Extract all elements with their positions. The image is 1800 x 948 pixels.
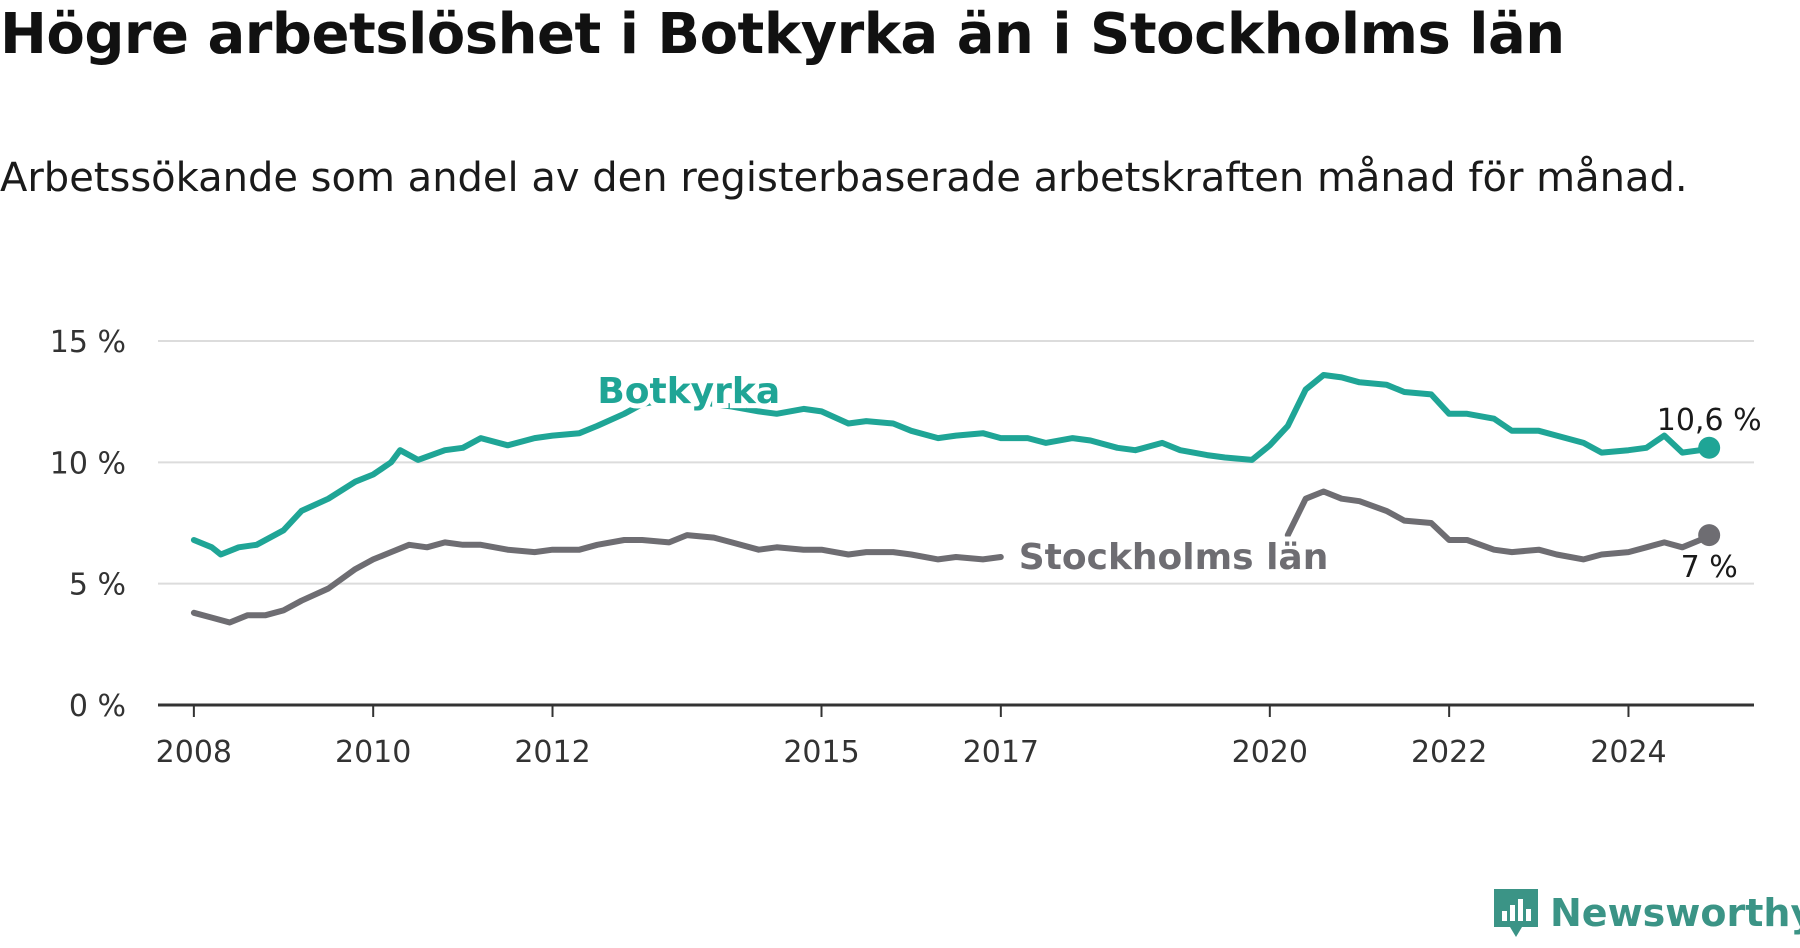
logo-text: Newsworthy: [1550, 891, 1800, 935]
y-tick-label: 0 %: [69, 689, 126, 724]
series-label-stockholms-lan: Stockholms län: [1019, 537, 1329, 578]
end-label-stockholms-lan: 7 %: [1681, 550, 1738, 585]
x-tick-label: 2024: [1590, 735, 1666, 770]
end-label-botkyrka: 10,6 %: [1657, 403, 1762, 438]
series-line-stockholms-ln: [190, 532, 1004, 626]
y-tick-label: 10 %: [50, 446, 126, 481]
y-tick-label: 5 %: [69, 568, 126, 603]
labels: Botkyrka Stockholms län 10,6 % 7 %: [592, 366, 1762, 585]
axes: 0 % 5 % 10 % 15 % 2008 2010 2012 2015 2017 2020 20…: [50, 325, 1754, 770]
line-chart: 0 % 5 % 10 % 15 % 2008 2010 2012 2015 2017 2020 20…: [50, 325, 1762, 770]
x-tick-label: 2008: [156, 735, 232, 770]
x-tick-label: 2010: [335, 735, 411, 770]
series-lines: [190, 372, 1721, 626]
end-point-stockholms-ln: [1698, 524, 1721, 547]
series-line-botkyrka: [190, 372, 1713, 558]
chart-subtitle: Arbetssökande som andel av den registerb…: [0, 155, 1688, 201]
newsworthy-logo: Newsworthy: [1490, 885, 1800, 941]
chart-title: Högre arbetslöshet i Botkyrka än i Stock…: [0, 2, 1565, 67]
y-tick-label: 15 %: [50, 325, 126, 360]
x-tick-label: 2017: [963, 735, 1039, 770]
x-tick-label: 2020: [1232, 735, 1308, 770]
x-tick-label: 2022: [1411, 735, 1487, 770]
series-line-stockholms-ln-segment: [1284, 488, 1713, 563]
bar-chart-speech-bubble-icon: [1494, 889, 1538, 937]
series-label-botkyrka: Botkyrka: [597, 371, 780, 412]
x-tick-label: 2015: [783, 735, 859, 770]
x-tick-label: 2012: [514, 735, 590, 770]
end-point-botkyrka: [1698, 436, 1721, 459]
grid-lines: [158, 340, 1754, 585]
